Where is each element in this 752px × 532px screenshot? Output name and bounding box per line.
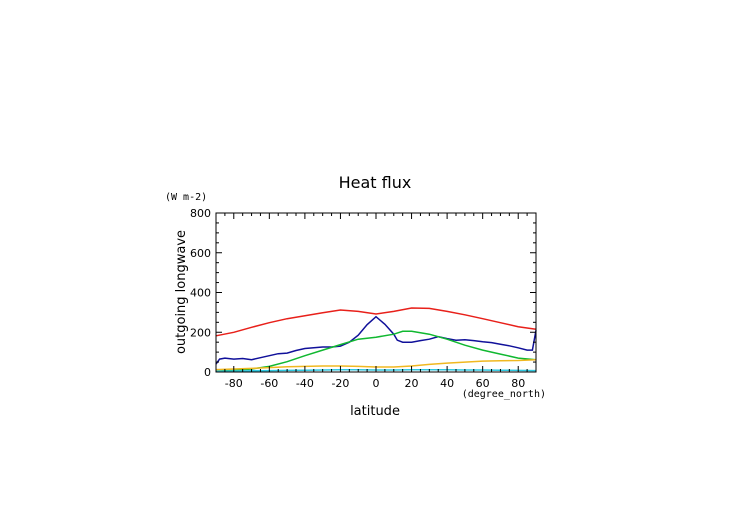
y-units-label: (W m-2)	[165, 192, 207, 203]
x-tick-label: 60	[476, 377, 490, 390]
x-tick-label: 20	[405, 377, 419, 390]
plot-frame	[215, 212, 537, 373]
x-tick-label: 40	[440, 377, 454, 390]
x-units-label: (degree_north)	[462, 389, 546, 400]
series-line-3	[215, 330, 537, 372]
x-tick-label: -60	[260, 377, 278, 390]
chart-title: Heat flux	[339, 173, 412, 192]
y-axis-label: outgoing longwave	[174, 230, 189, 354]
x-tick-label: -40	[296, 377, 314, 390]
series-layer	[215, 307, 537, 372]
y-tick-label: 400	[190, 287, 211, 300]
series-line-2	[215, 315, 537, 365]
x-axis-label: latitude	[350, 404, 400, 419]
y-tick-label: 600	[190, 247, 211, 260]
y-tick-label: 0	[204, 366, 211, 379]
x-tick-label: 0	[373, 377, 380, 390]
x-tick-label: -80	[225, 377, 243, 390]
y-tick-label: 200	[190, 326, 211, 339]
x-tick-label: 80	[511, 377, 525, 390]
series-line-1	[215, 307, 537, 337]
y-tick-label: 800	[190, 207, 211, 220]
x-tick-label: -20	[331, 377, 349, 390]
